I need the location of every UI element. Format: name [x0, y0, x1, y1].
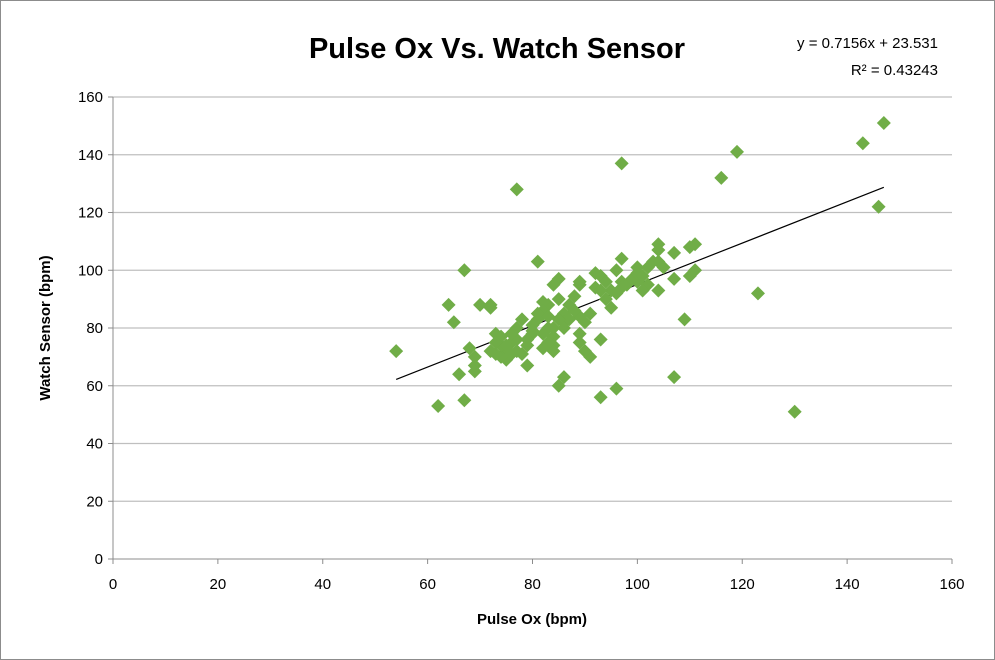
- y-tick-label: 60: [86, 378, 103, 395]
- y-tick-label: 20: [86, 493, 103, 510]
- y-tick-label: 160: [78, 89, 103, 106]
- data-point: [609, 381, 624, 396]
- data-point: [467, 364, 482, 379]
- y-tick-label: 0: [95, 551, 103, 568]
- data-point: [614, 251, 629, 266]
- x-tick-label: 40: [314, 576, 331, 593]
- data-point: [504, 346, 519, 361]
- data-point: [787, 404, 802, 419]
- data-point: [714, 170, 729, 185]
- x-tick-label: 100: [625, 576, 650, 593]
- data-point: [452, 367, 467, 382]
- data-point: [572, 326, 587, 341]
- data-point: [504, 326, 519, 341]
- data-point: [467, 349, 482, 364]
- data-point: [667, 370, 682, 385]
- data-point: [588, 266, 603, 281]
- y-tick-label: 100: [78, 262, 103, 279]
- data-point: [667, 271, 682, 286]
- x-tick-label: 60: [419, 576, 436, 593]
- data-point: [535, 295, 550, 310]
- data-point: [530, 306, 545, 321]
- data-point: [614, 156, 629, 171]
- x-tick-label: 0: [109, 576, 117, 593]
- data-point: [546, 321, 561, 335]
- x-tick-label: 120: [730, 576, 755, 593]
- data-point: [567, 303, 582, 318]
- data-point: [535, 326, 550, 341]
- data-point: [656, 260, 671, 275]
- y-tick-label: 80: [86, 320, 103, 337]
- data-point: [667, 245, 682, 260]
- data-point: [546, 277, 561, 292]
- data-point: [556, 370, 571, 385]
- x-axis-label: Pulse Ox (bpm): [477, 611, 587, 628]
- y-tick-label: 120: [78, 205, 103, 222]
- data-point: [730, 144, 745, 159]
- data-point: [509, 182, 524, 197]
- data-point: [520, 358, 535, 373]
- data-point: [551, 292, 566, 307]
- data-point: [473, 297, 488, 312]
- data-point: [457, 393, 472, 408]
- data-point: [572, 274, 587, 289]
- data-point: [876, 115, 891, 130]
- data-point: [651, 243, 666, 258]
- data-point: [646, 254, 661, 269]
- data-point: [598, 292, 613, 307]
- data-point: [535, 341, 550, 356]
- data-point: [530, 254, 545, 269]
- y-tick-label: 140: [78, 147, 103, 164]
- data-point: [855, 136, 870, 151]
- trendline-equation: y = 0.7156x + 23.531: [797, 35, 938, 52]
- data-point: [583, 306, 598, 321]
- chart-title: Pulse Ox Vs. Watch Sensor: [309, 33, 685, 65]
- data-point: [750, 286, 765, 301]
- data-point: [483, 344, 498, 359]
- data-point: [520, 332, 535, 347]
- y-tick-label: 40: [86, 436, 103, 453]
- data-point: [677, 312, 692, 327]
- data-point: [593, 390, 608, 405]
- data-point: [441, 297, 456, 312]
- data-point: [609, 263, 624, 278]
- data-point: [431, 398, 446, 413]
- data-point: [651, 283, 666, 298]
- data-point: [572, 335, 587, 350]
- x-tick-label: 80: [524, 576, 541, 593]
- x-tick-label: 140: [835, 576, 860, 593]
- data-point: [593, 332, 608, 347]
- data-point: [598, 274, 613, 289]
- data-point: [389, 344, 404, 359]
- data-point: [614, 280, 629, 295]
- data-point: [488, 326, 503, 341]
- trendline-r2: R² = 0.43243: [851, 62, 938, 79]
- data-point: [483, 300, 498, 315]
- data-point: [446, 315, 461, 330]
- data-point: [871, 199, 886, 214]
- x-tick-label: 20: [210, 576, 227, 593]
- x-tick-label: 160: [939, 576, 964, 593]
- y-axis-label: Watch Sensor (bpm): [37, 255, 54, 400]
- data-point: [541, 309, 556, 324]
- data-point: [682, 240, 697, 255]
- data-point: [688, 263, 703, 278]
- data-point: [457, 263, 472, 278]
